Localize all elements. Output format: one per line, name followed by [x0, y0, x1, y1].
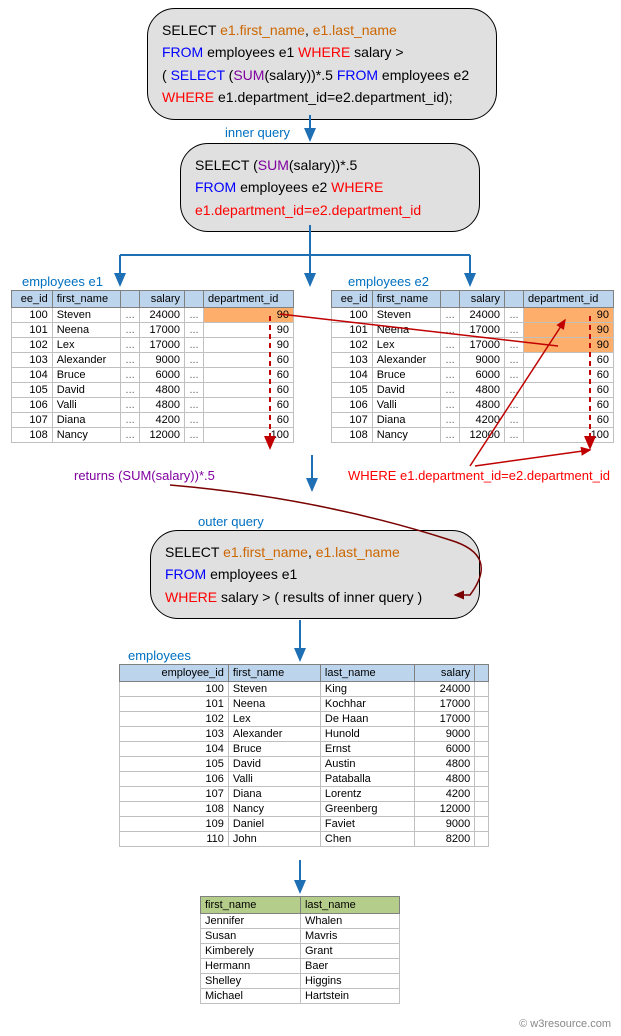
sql-inner-box: SELECT (SUM(salary))*.5FROM employees e2… [180, 143, 480, 232]
returns-label: returns (SUM(salary))*.5 [74, 468, 215, 483]
watermark: © w3resource.com [519, 1018, 611, 1030]
employees-table: employee_idfirst_namelast_namesalary100S… [119, 664, 489, 847]
sql-outer-box: SELECT e1.first_name, e1.last_nameFROM e… [150, 530, 480, 619]
employees-e1-table: ee_idfirst_namesalarydepartment_id100Ste… [11, 290, 294, 443]
result-table: first_namelast_nameJenniferWhalenSusanMa… [200, 896, 400, 1004]
inner-query-label: inner query [225, 125, 290, 140]
employees-label: employees [128, 648, 191, 663]
where-condition-label: WHERE e1.department_id=e2.department_id [348, 468, 610, 483]
outer-query-label: outer query [198, 514, 264, 529]
employees-e2-table: ee_idfirst_namesalarydepartment_id100Ste… [331, 290, 614, 443]
employees-e1-label: employees e1 [22, 274, 103, 289]
sql-main-box: SELECT e1.first_name, e1.last_nameFROM e… [147, 8, 497, 120]
diagram-canvas: SELECT e1.first_name, e1.last_nameFROM e… [0, 0, 621, 1036]
employees-e2-label: employees e2 [348, 274, 429, 289]
